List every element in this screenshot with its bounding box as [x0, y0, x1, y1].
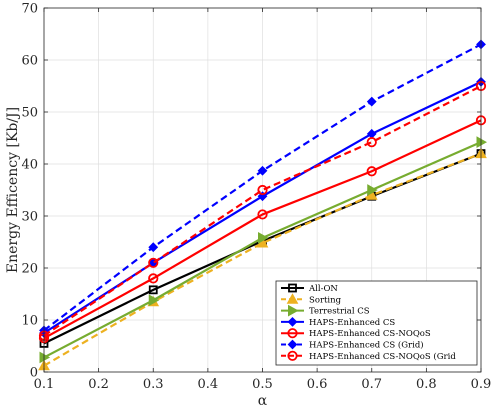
legend-item: HAPS-Enhanced CS: [281, 316, 395, 328]
legend-marker: [287, 328, 298, 339]
data-point: [148, 257, 159, 268]
data-point: [257, 209, 268, 220]
axis-ticks: 0.1 0.2 0.3 0.4 0.5 0.6 0.7 0.8 0.9 0 10 20 30 40 50 60…: [21, 2, 491, 393]
series-2: [39, 136, 488, 364]
legend-marker: [286, 293, 299, 304]
data-point: [148, 294, 160, 307]
x-tick-label: 0.7: [361, 377, 382, 392]
legend-label: HAPS-Enhanced CS-NOQoS (Grid: [309, 351, 456, 362]
legend-label: HAPS-Enhanced CS-NOQoS: [309, 329, 431, 339]
legend-marker: [288, 283, 297, 293]
legend-item: HAPS-Enhanced CS (Grid): [281, 340, 424, 351]
x-tick-label: 0.2: [88, 377, 109, 392]
legend-item: HAPS-Enhanced CS-NOQoS: [281, 328, 431, 339]
data-point: [476, 136, 488, 149]
legend-label: HAPS-Enhanced CS: [309, 318, 395, 328]
legend-marker: [287, 339, 298, 350]
legend-label: Terrestrial CS: [309, 307, 370, 317]
y-tick-label: 30: [21, 210, 38, 225]
x-tick-label: 0.1: [34, 377, 55, 392]
data-point: [148, 273, 159, 284]
y-axis-label: Energy Efficency [Kb/J]: [5, 107, 21, 273]
y-tick-label: 20: [21, 262, 38, 277]
y-tick-label: 0: [30, 366, 38, 381]
series-line: [43, 152, 482, 367]
y-tick-label: 10: [21, 314, 38, 329]
legend-marker: [287, 316, 298, 327]
x-tick-label: 0.8: [416, 377, 437, 392]
legend-label: HAPS-Enhanced CS (Grid): [309, 340, 424, 351]
legend-item: Sorting: [281, 293, 342, 305]
legend-label: All-ON: [308, 284, 338, 294]
legend-label: Sorting: [309, 295, 342, 305]
y-tick-label: 60: [21, 54, 38, 69]
data-point: [367, 184, 378, 196]
x-tick-label: 0.9: [471, 377, 491, 392]
y-tick-label: 70: [21, 2, 38, 17]
legend-marker: [287, 350, 298, 361]
legend-marker: [288, 304, 299, 317]
y-tick-label: 50: [21, 106, 38, 121]
data-point: [366, 166, 377, 177]
x-tick-label: 0.5: [252, 377, 273, 392]
legend-item: HAPS-Enhanced CS-NOQoS (Grid: [281, 350, 456, 362]
x-tick-label: 0.3: [143, 377, 164, 392]
x-axis-label: α: [258, 393, 268, 409]
series-line: [43, 119, 482, 340]
legend-box: [275, 280, 478, 366]
data-point: [257, 184, 268, 196]
x-tick-label: 0.6: [307, 377, 328, 392]
legend-item: All-ON: [281, 283, 338, 294]
series-line: [43, 85, 482, 337]
series-layer: [38, 39, 488, 371]
data-point: [258, 231, 269, 244]
data-point: [148, 285, 158, 295]
data-point: [39, 351, 51, 364]
data-point: [148, 242, 159, 253]
data-point: [366, 96, 377, 107]
x-tick-label: 0.4: [198, 377, 219, 392]
legend-item: Terrestrial CS: [281, 304, 370, 317]
y-tick-label: 40: [21, 158, 38, 173]
data-point: [366, 137, 377, 148]
data-point: [257, 165, 268, 176]
series-5: [39, 39, 486, 336]
